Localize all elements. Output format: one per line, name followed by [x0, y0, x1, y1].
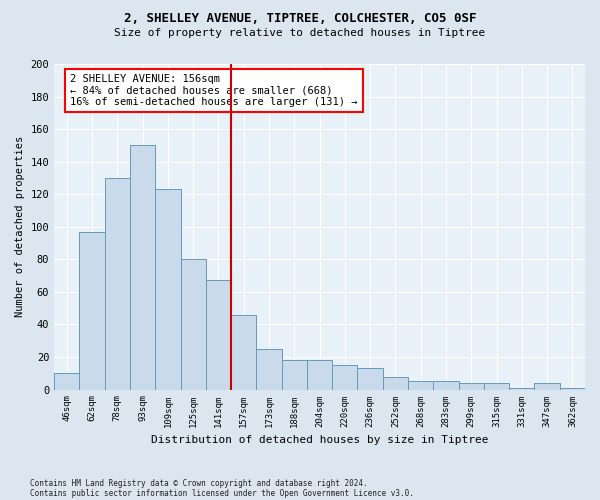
Text: Size of property relative to detached houses in Tiptree: Size of property relative to detached ho… [115, 28, 485, 38]
Bar [281, 360, 307, 390]
Bar [130, 146, 155, 390]
Bar [383, 376, 408, 390]
X-axis label: Distribution of detached houses by size in Tiptree: Distribution of detached houses by size … [151, 435, 488, 445]
Bar [408, 382, 433, 390]
Bar [181, 260, 206, 390]
Text: Contains public sector information licensed under the Open Government Licence v3: Contains public sector information licen… [30, 488, 414, 498]
Bar [54, 374, 79, 390]
Bar [535, 383, 560, 390]
Bar [155, 190, 181, 390]
Bar [560, 388, 585, 390]
Bar [256, 349, 281, 390]
Bar [231, 314, 256, 390]
Bar [105, 178, 130, 390]
Bar [458, 383, 484, 390]
Bar [307, 360, 332, 390]
Bar [206, 280, 231, 390]
Bar [332, 365, 358, 390]
Bar [433, 382, 458, 390]
Bar [484, 383, 509, 390]
Bar [79, 232, 105, 390]
Text: 2, SHELLEY AVENUE, TIPTREE, COLCHESTER, CO5 0SF: 2, SHELLEY AVENUE, TIPTREE, COLCHESTER, … [124, 12, 476, 26]
Text: 2 SHELLEY AVENUE: 156sqm
← 84% of detached houses are smaller (668)
16% of semi-: 2 SHELLEY AVENUE: 156sqm ← 84% of detach… [70, 74, 358, 107]
Bar [358, 368, 383, 390]
Bar [509, 388, 535, 390]
Y-axis label: Number of detached properties: Number of detached properties [15, 136, 25, 318]
Text: Contains HM Land Registry data © Crown copyright and database right 2024.: Contains HM Land Registry data © Crown c… [30, 478, 368, 488]
